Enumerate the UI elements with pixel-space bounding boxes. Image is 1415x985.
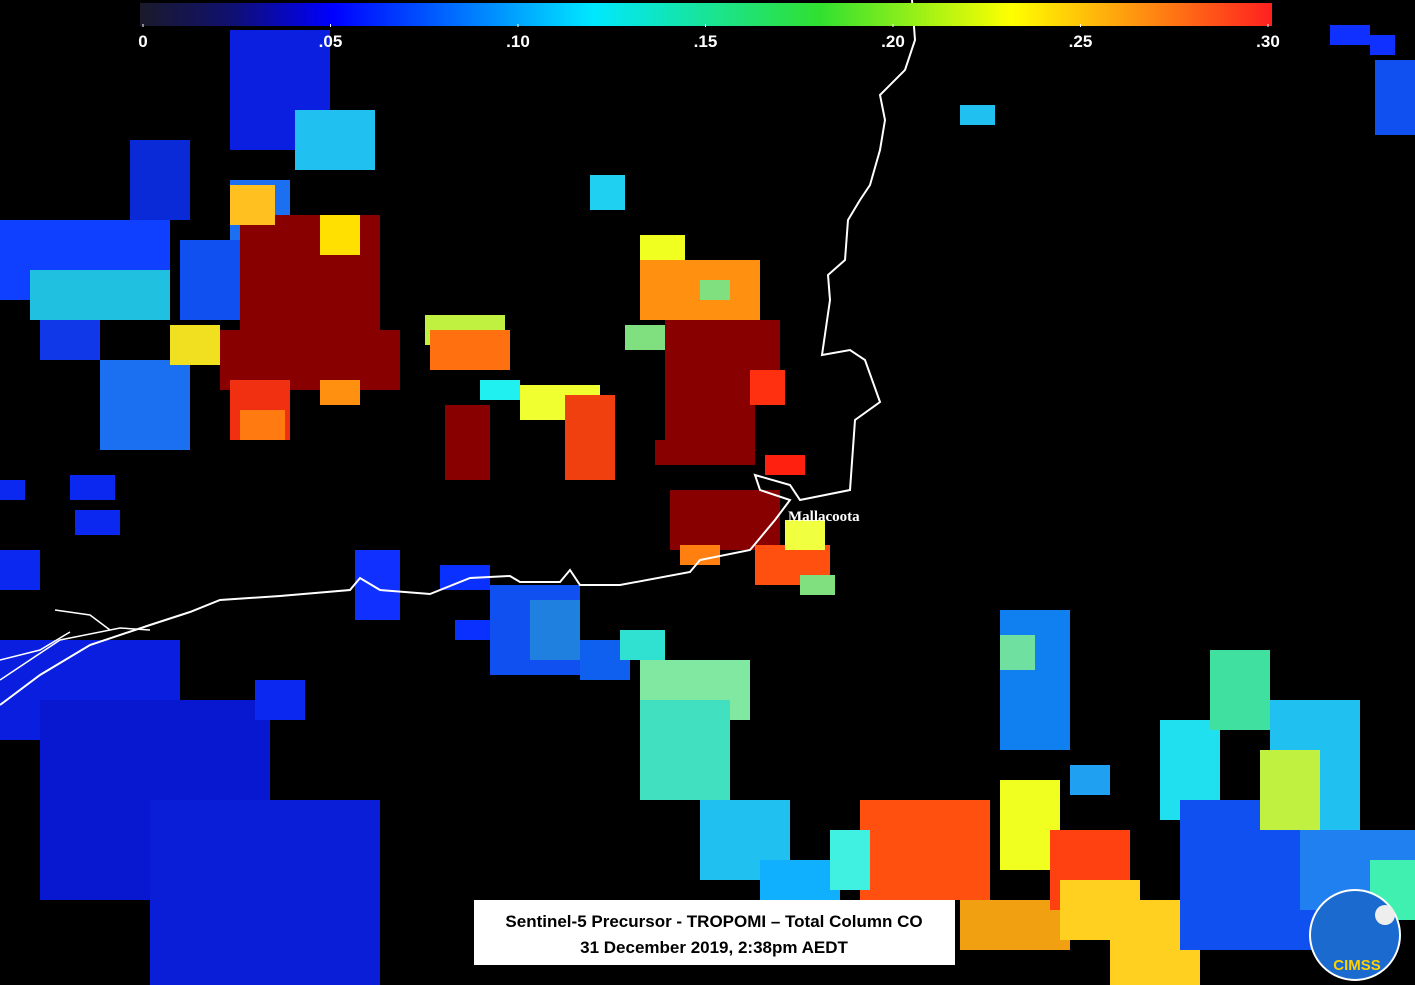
- coast-inlet: [0, 609, 151, 681]
- co-pixel: [640, 700, 730, 800]
- co-pixel: [960, 105, 995, 125]
- colorbar-tick-label: 0: [138, 32, 147, 51]
- co-pixel: [1260, 750, 1320, 830]
- co-pixel: [830, 830, 870, 890]
- colorbar-tick-label: .20: [881, 32, 905, 51]
- co-pixel: [455, 620, 495, 640]
- co-pixel: [785, 520, 825, 550]
- co-pixel: [355, 550, 400, 620]
- colorbar-tick-label: .30: [1256, 32, 1280, 51]
- co-pixel: [430, 330, 510, 370]
- co-pixel: [100, 360, 190, 450]
- co-pixel: [445, 405, 490, 480]
- co-pixel: [800, 575, 835, 595]
- colorbar-tick-label: .10: [506, 32, 530, 51]
- co-pixel: [0, 550, 40, 590]
- co-pixel: [240, 410, 285, 440]
- co-pixel: [230, 185, 275, 225]
- co-pixel: [150, 800, 380, 985]
- caption-box: [474, 900, 955, 965]
- co-pixel: [670, 490, 780, 550]
- co-pixel: [750, 370, 785, 405]
- co-pixel: [170, 325, 220, 365]
- co-pixel: [70, 475, 115, 500]
- co-pixel: [1330, 25, 1370, 45]
- co-pixel: [655, 440, 755, 465]
- co-pixel: [1370, 35, 1395, 55]
- co-pixel: [1210, 650, 1270, 730]
- co-pixel: [75, 510, 120, 535]
- co-pixel: [700, 280, 730, 300]
- co-pixel: [765, 455, 805, 475]
- coastline: [0, 0, 917, 706]
- co-pixel: [860, 800, 990, 900]
- colorbar-ticks: 0 .05 .10 .15 .20 .25 .30: [138, 24, 1280, 51]
- co-pixel: [0, 480, 25, 500]
- co-pixel: [40, 320, 100, 360]
- co-pixel: [320, 215, 360, 255]
- co-pixel: [1000, 635, 1035, 670]
- colorbar-tick-label: .15: [694, 32, 718, 51]
- co-pixel: [620, 630, 665, 660]
- co-pixel: [565, 395, 615, 480]
- co-pixel: [680, 545, 720, 565]
- co-pixel: [295, 110, 375, 170]
- co-pixel: [590, 175, 625, 210]
- colorbar-tick-label: .05: [319, 32, 343, 51]
- colorbar-tick-label: .25: [1069, 32, 1093, 51]
- colorbar: [140, 3, 1272, 26]
- co-pixels: [0, 25, 1415, 985]
- logo-text: CIMSS: [1333, 957, 1381, 974]
- co-pixel: [255, 680, 305, 720]
- co-pixel: [1070, 765, 1110, 795]
- co-pixel: [130, 140, 190, 220]
- logo-dish: [1375, 905, 1395, 925]
- co-pixel: [530, 600, 580, 660]
- co-pixel: [1375, 60, 1415, 135]
- co-pixel: [480, 380, 520, 400]
- co-pixel: [625, 325, 665, 350]
- co-pixel: [320, 380, 360, 405]
- caption-line: 31 December 2019, 2:38pm AEDT: [580, 938, 848, 957]
- co-pixel: [30, 270, 170, 320]
- caption-line: Sentinel-5 Precursor - TROPOMI – Total C…: [505, 912, 922, 931]
- co-pixel: [1000, 610, 1070, 750]
- place-label: Mallacoota: [788, 509, 860, 525]
